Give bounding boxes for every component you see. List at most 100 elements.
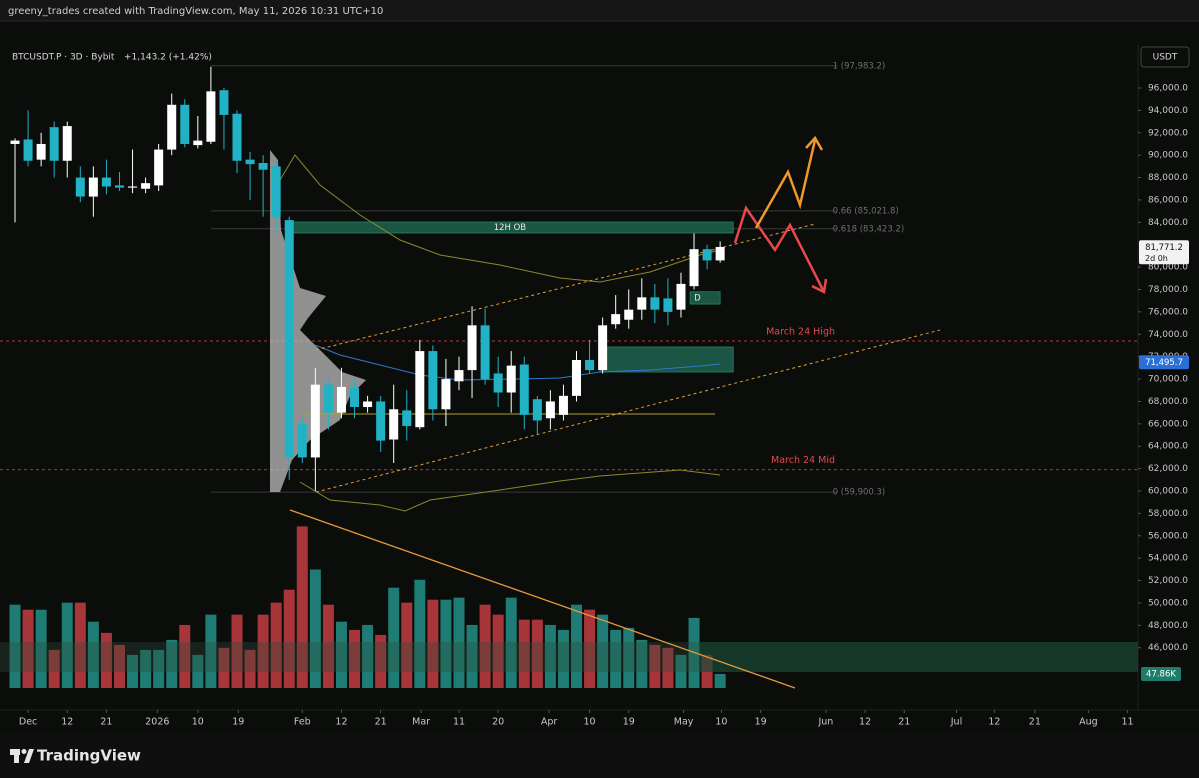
candle-body — [598, 325, 608, 371]
brand: TradingView — [37, 747, 141, 765]
volume-bar — [205, 614, 217, 688]
volume-bar — [427, 599, 439, 688]
candle-body — [336, 386, 346, 413]
volume-bar — [22, 609, 34, 688]
candle-body — [75, 177, 85, 197]
volume-bar — [714, 673, 726, 688]
candle-body — [49, 127, 59, 161]
volume-bar — [597, 614, 609, 688]
bull-path — [754, 139, 817, 229]
y-tick-label: 58,000.0 — [1148, 509, 1188, 519]
candle-body — [624, 309, 634, 320]
currency-box[interactable] — [1140, 46, 1190, 68]
volume-bar — [113, 644, 125, 688]
x-tick-label: Aug — [1079, 717, 1098, 728]
volume-bar — [153, 649, 165, 688]
candle-body — [558, 395, 568, 415]
x-tick-label: 21 — [375, 717, 387, 728]
logo-part — [24, 749, 34, 763]
volume-bar — [466, 624, 478, 688]
x-tick-label: 20 — [492, 717, 504, 728]
candle-body — [271, 166, 281, 217]
volume-bar — [375, 634, 387, 688]
x-tick-label: Apr — [541, 717, 558, 728]
candle-body — [128, 186, 138, 188]
volume-bar — [518, 619, 530, 688]
candle-body — [689, 249, 699, 287]
volume-bar — [349, 629, 361, 688]
candle-body — [441, 379, 451, 410]
candle-body — [454, 370, 464, 382]
x-tick-label: Jun — [817, 717, 833, 728]
volume-bar — [127, 654, 139, 688]
y-tick-label: 84,000.0 — [1148, 218, 1188, 228]
volume-bar — [479, 604, 491, 688]
candle-body — [702, 249, 712, 261]
candle-body — [180, 104, 190, 144]
credit: greeny_trades created with TradingView.c… — [8, 6, 383, 17]
volume-bar — [335, 621, 347, 688]
fib-label: 1 (97,983.2) — [833, 61, 886, 71]
volume-bar — [414, 579, 426, 688]
volume-bar — [140, 649, 152, 688]
candle-body — [284, 220, 294, 458]
y-tick-label: 48,000.0 — [1148, 621, 1188, 631]
x-tick-label: 11 — [453, 717, 465, 728]
candle-body — [676, 283, 686, 310]
volume-bar — [322, 604, 334, 688]
x-tick-label: 21 — [1029, 717, 1041, 728]
candle-body — [193, 140, 203, 146]
candle-body — [493, 373, 503, 393]
volume-bar — [531, 619, 543, 688]
x-tick-label: 19 — [755, 717, 767, 728]
x-tick-label: 21 — [100, 717, 112, 728]
level-label: March 24 Mid — [771, 455, 835, 466]
volume-marker — [1141, 666, 1181, 681]
volume-bar — [544, 624, 556, 688]
volume-trend-line — [289, 509, 796, 689]
x-tick-label: 10 — [192, 717, 204, 728]
candle-body — [323, 384, 333, 413]
zone-label: 12H OB — [494, 223, 527, 233]
arrow-head — [805, 135, 824, 151]
candle-body — [611, 314, 621, 325]
fib-label: 0 (59,900.3) — [833, 488, 886, 498]
moving-average — [299, 469, 721, 512]
y-tick-label: 64,000.0 — [1148, 442, 1188, 452]
candle-body — [62, 126, 72, 161]
ema-marker-label: 71,495.7 — [1145, 358, 1183, 368]
volume-marker-label: 47.86K — [1146, 669, 1176, 679]
y-tick-label: 96,000.0 — [1148, 83, 1188, 93]
footer — [0, 733, 1199, 778]
countdown: 2d 0h — [1145, 254, 1168, 263]
volume-bar — [192, 654, 204, 688]
candle-body — [232, 113, 242, 161]
volume-bar — [166, 639, 178, 688]
candle-body — [219, 90, 229, 115]
x-tick-label: 12 — [61, 717, 73, 728]
y-tick-label: 52,000.0 — [1148, 576, 1188, 586]
volume-bar — [557, 629, 569, 688]
change: +1,143.2 (+1.42%) — [124, 53, 212, 63]
candle-body — [88, 177, 98, 197]
x-tick-label: 12 — [988, 717, 1000, 728]
y-tick-label: 92,000.0 — [1148, 128, 1188, 138]
volume-bar — [270, 602, 282, 688]
candle-body — [101, 177, 111, 187]
volume-bar — [584, 609, 596, 688]
volume-bar — [492, 614, 504, 688]
fib-label: 0.66 (85,021.8) — [833, 206, 899, 216]
x-tick-label: 21 — [898, 717, 910, 728]
x-tick-label: 2026 — [145, 717, 169, 728]
x-tick-label: Dec — [19, 717, 37, 728]
x-tick-label: 19 — [232, 717, 244, 728]
candle-body — [650, 297, 660, 310]
x-tick-label: 19 — [623, 717, 635, 728]
candle-body — [376, 401, 386, 441]
logo-part — [14, 749, 19, 763]
y-tick-label: 66,000.0 — [1148, 419, 1188, 429]
candle-body — [36, 143, 46, 160]
x-tick-label: Feb — [294, 717, 311, 728]
y-tick-label: 54,000.0 — [1148, 554, 1188, 564]
currency: USDT — [1153, 53, 1178, 63]
